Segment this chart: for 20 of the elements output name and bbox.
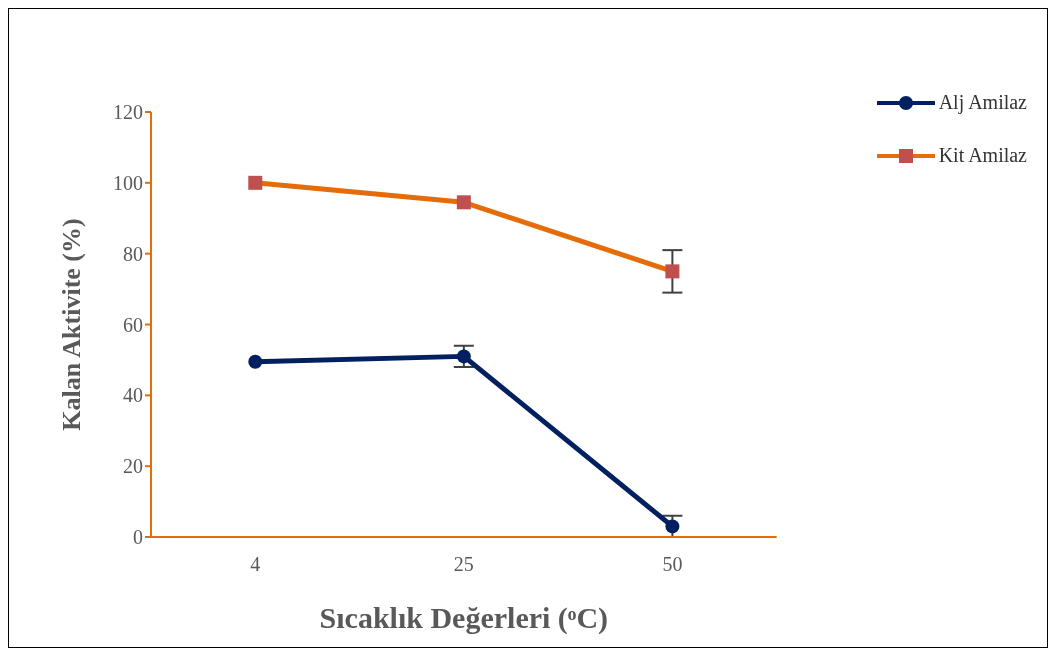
y-tick-label: 100 [113, 171, 143, 194]
point [248, 354, 263, 369]
y-tick-label: 20 [123, 455, 143, 478]
y-tick-label: 120 [113, 101, 143, 124]
point [665, 264, 680, 279]
x-tick-label: 25 [453, 553, 474, 576]
x-axis-title: Sıcaklık Değerleri (ᵒC) [319, 601, 609, 636]
x-tick-label: 4 [250, 553, 261, 576]
y-axis-title: Kalan Aktivite (%) [57, 218, 87, 431]
legend-label: Alj Amilaz [938, 91, 1027, 114]
y-tick-label: 60 [123, 313, 143, 336]
x-tick-label: 50 [662, 553, 683, 576]
point [456, 195, 471, 210]
point [456, 349, 471, 364]
point [248, 175, 263, 190]
point [665, 519, 680, 534]
legend-label: Kit Amilaz [938, 144, 1027, 167]
y-tick-label: 40 [123, 384, 143, 407]
y-tick-label: 80 [123, 242, 143, 265]
y-tick-label: 0 [133, 526, 143, 549]
